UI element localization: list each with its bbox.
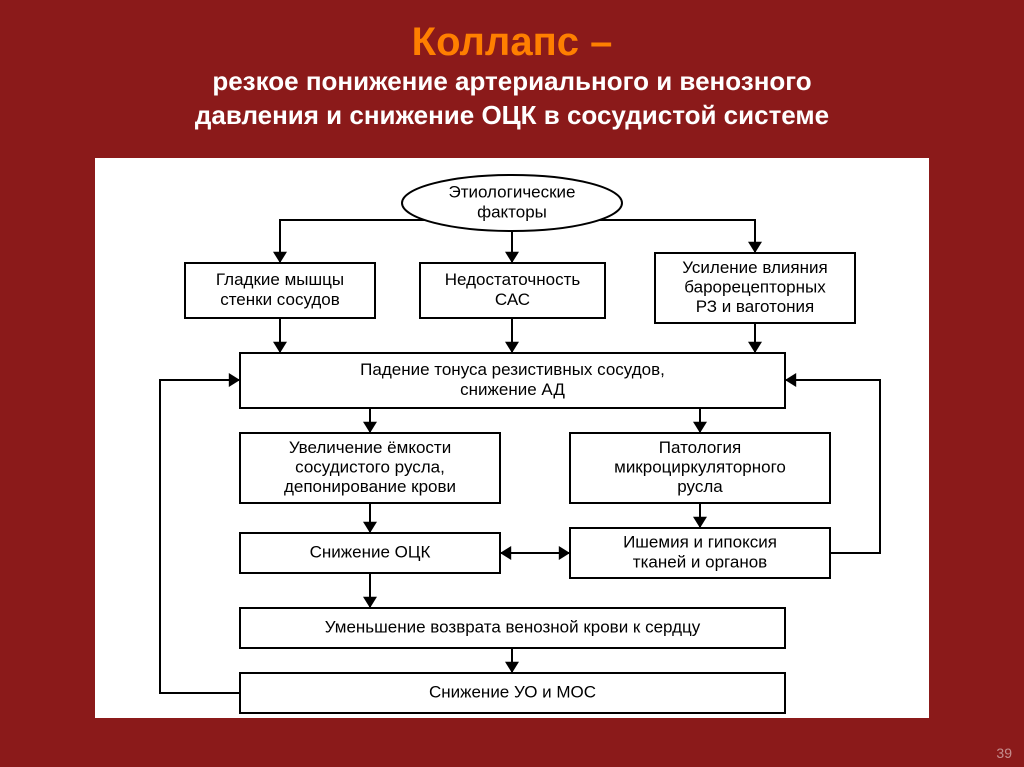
svg-text:Снижение ОЦК: Снижение ОЦК xyxy=(310,542,431,561)
title-area: Коллапс – резкое понижение артериального… xyxy=(0,0,1024,143)
svg-text:тканей и органов: тканей и органов xyxy=(633,552,767,571)
title-main: Коллапс – xyxy=(60,20,964,65)
svg-text:Усиление влияния: Усиление влияния xyxy=(682,258,827,277)
svg-text:Недостаточность: Недостаточность xyxy=(445,270,581,289)
svg-text:сосудистого русла,: сосудистого русла, xyxy=(295,457,445,476)
svg-text:Уменьшение возврата венозной к: Уменьшение возврата венозной крови к сер… xyxy=(325,617,701,636)
svg-text:микроциркуляторного: микроциркуляторного xyxy=(614,457,786,476)
flowchart-svg: Этиологическиефакторы Гладкие мышцыстенки… xyxy=(95,158,929,718)
svg-text:снижение АД: снижение АД xyxy=(460,379,565,398)
svg-text:русла: русла xyxy=(677,477,723,496)
title-sub-1: резкое понижение артериального и венозно… xyxy=(60,65,964,99)
svg-text:Снижение УО и МОС: Снижение УО и МОС xyxy=(429,682,596,701)
svg-text:Падение тонуса резистивных сос: Падение тонуса резистивных сосудов, xyxy=(360,360,665,379)
page-number: 39 xyxy=(996,745,1012,761)
svg-text:стенки сосудов: стенки сосудов xyxy=(220,289,340,308)
title-sub-2: давления и снижение ОЦК в сосудистой сис… xyxy=(60,99,964,133)
svg-text:Увеличение ёмкости: Увеличение ёмкости xyxy=(289,438,451,457)
svg-text:Гладкие мышцы: Гладкие мышцы xyxy=(216,270,344,289)
svg-text:Этиологические: Этиологические xyxy=(448,182,575,201)
svg-text:факторы: факторы xyxy=(477,202,547,221)
svg-text:Патология: Патология xyxy=(659,438,741,457)
svg-text:барорецепторных: барорецепторных xyxy=(684,277,826,296)
svg-text:депонирование крови: депонирование крови xyxy=(284,477,456,496)
svg-text:РЗ и ваготония: РЗ и ваготония xyxy=(696,297,815,316)
svg-text:Ишемия и гипоксия: Ишемия и гипоксия xyxy=(623,532,777,551)
svg-text:САС: САС xyxy=(495,289,530,308)
diagram-panel: Этиологическиефакторы Гладкие мышцыстенки… xyxy=(95,158,929,718)
